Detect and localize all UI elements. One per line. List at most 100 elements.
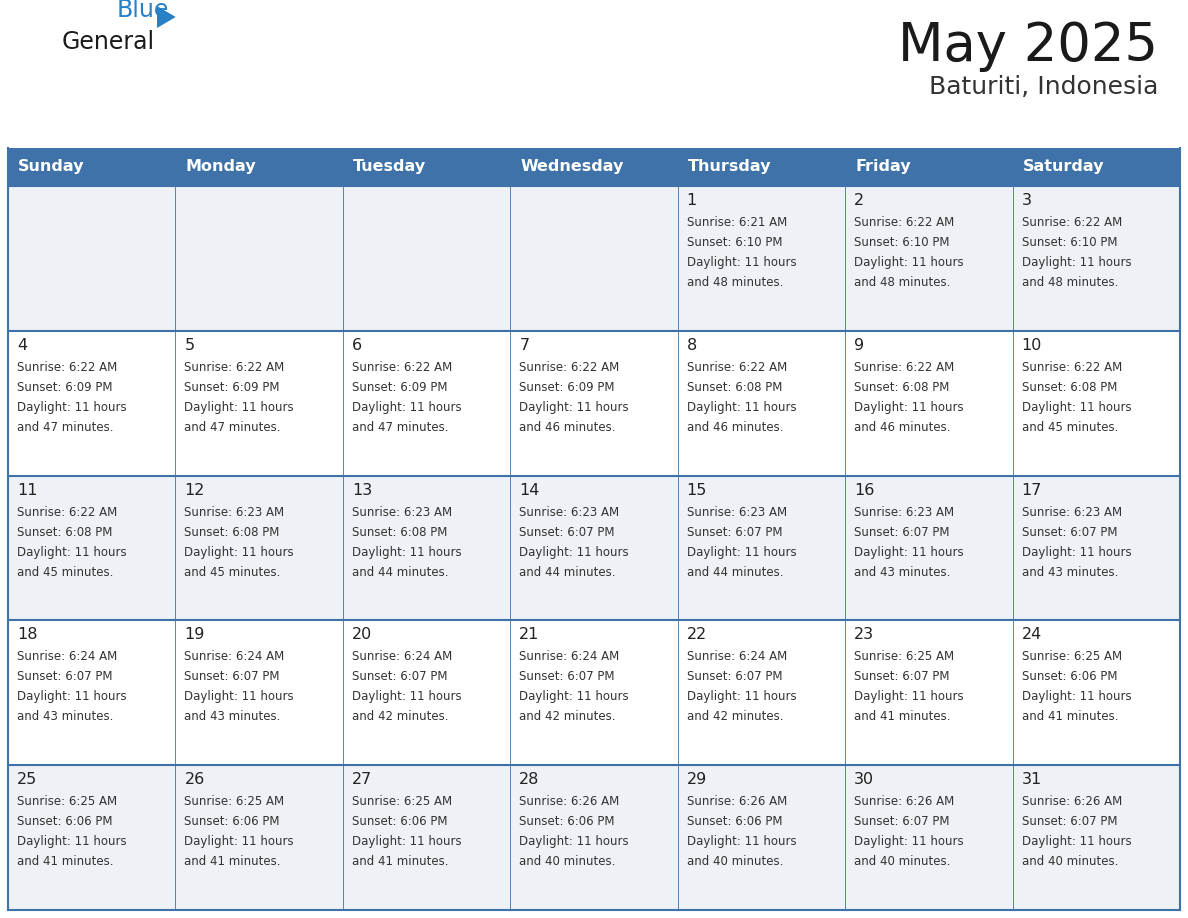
Text: Sunset: 6:09 PM: Sunset: 6:09 PM — [519, 381, 614, 394]
Text: Sunset: 6:07 PM: Sunset: 6:07 PM — [17, 670, 113, 683]
Bar — [8, 476, 1180, 621]
Text: 1: 1 — [687, 193, 697, 208]
Text: Sunrise: 6:22 AM: Sunrise: 6:22 AM — [1022, 216, 1121, 229]
Text: and 42 minutes.: and 42 minutes. — [687, 711, 783, 723]
Text: Daylight: 11 hours: Daylight: 11 hours — [687, 545, 796, 558]
Text: 27: 27 — [352, 772, 372, 788]
Text: and 45 minutes.: and 45 minutes. — [1022, 420, 1118, 434]
Text: Sunrise: 6:23 AM: Sunrise: 6:23 AM — [1022, 506, 1121, 519]
Text: Sunrise: 6:23 AM: Sunrise: 6:23 AM — [184, 506, 285, 519]
Text: 10: 10 — [1022, 338, 1042, 353]
Text: Sunset: 6:09 PM: Sunset: 6:09 PM — [352, 381, 448, 394]
Text: Sunrise: 6:22 AM: Sunrise: 6:22 AM — [854, 361, 954, 374]
Text: Sunset: 6:06 PM: Sunset: 6:06 PM — [184, 815, 280, 828]
Text: and 40 minutes.: and 40 minutes. — [854, 856, 950, 868]
Text: Sunrise: 6:25 AM: Sunrise: 6:25 AM — [352, 795, 451, 808]
Text: and 40 minutes.: and 40 minutes. — [519, 856, 615, 868]
Text: 24: 24 — [1022, 627, 1042, 643]
Bar — [8, 186, 1180, 330]
Text: Sunrise: 6:24 AM: Sunrise: 6:24 AM — [352, 650, 453, 664]
Text: Monday: Monday — [185, 160, 257, 174]
Text: 18: 18 — [17, 627, 38, 643]
Text: and 43 minutes.: and 43 minutes. — [1022, 565, 1118, 578]
Text: Daylight: 11 hours: Daylight: 11 hours — [687, 256, 796, 269]
Text: 19: 19 — [184, 627, 204, 643]
Text: and 40 minutes.: and 40 minutes. — [1022, 856, 1118, 868]
Text: 30: 30 — [854, 772, 874, 788]
Text: Daylight: 11 hours: Daylight: 11 hours — [687, 690, 796, 703]
Bar — [677, 148, 845, 186]
Text: Daylight: 11 hours: Daylight: 11 hours — [854, 401, 963, 414]
Text: Sunrise: 6:22 AM: Sunrise: 6:22 AM — [1022, 361, 1121, 374]
Text: 23: 23 — [854, 627, 874, 643]
Text: 8: 8 — [687, 338, 697, 353]
Bar — [176, 148, 343, 186]
Text: Daylight: 11 hours: Daylight: 11 hours — [687, 835, 796, 848]
Text: General: General — [62, 30, 156, 54]
Bar — [343, 148, 511, 186]
Text: and 45 minutes.: and 45 minutes. — [17, 565, 113, 578]
Text: Daylight: 11 hours: Daylight: 11 hours — [352, 401, 461, 414]
Text: 7: 7 — [519, 338, 530, 353]
Text: Sunrise: 6:22 AM: Sunrise: 6:22 AM — [17, 506, 118, 519]
Text: 9: 9 — [854, 338, 864, 353]
Text: May 2025: May 2025 — [898, 20, 1158, 72]
Bar — [8, 766, 1180, 910]
Text: Sunset: 6:06 PM: Sunset: 6:06 PM — [687, 815, 782, 828]
Text: and 48 minutes.: and 48 minutes. — [854, 276, 950, 289]
Text: Daylight: 11 hours: Daylight: 11 hours — [687, 401, 796, 414]
Text: and 42 minutes.: and 42 minutes. — [352, 711, 448, 723]
Text: 21: 21 — [519, 627, 539, 643]
Text: Sunset: 6:07 PM: Sunset: 6:07 PM — [687, 526, 782, 539]
Text: Blue: Blue — [116, 0, 170, 22]
Text: Daylight: 11 hours: Daylight: 11 hours — [352, 545, 461, 558]
Text: Sunrise: 6:26 AM: Sunrise: 6:26 AM — [854, 795, 954, 808]
Text: Sunrise: 6:22 AM: Sunrise: 6:22 AM — [352, 361, 453, 374]
Text: 13: 13 — [352, 483, 372, 498]
Text: Sunset: 6:06 PM: Sunset: 6:06 PM — [352, 815, 448, 828]
Text: and 41 minutes.: and 41 minutes. — [854, 711, 950, 723]
Text: Daylight: 11 hours: Daylight: 11 hours — [184, 690, 295, 703]
Polygon shape — [157, 6, 176, 28]
Text: Wednesday: Wednesday — [520, 160, 624, 174]
Text: Sunset: 6:06 PM: Sunset: 6:06 PM — [1022, 670, 1117, 683]
Text: and 44 minutes.: and 44 minutes. — [352, 565, 448, 578]
Text: and 45 minutes.: and 45 minutes. — [184, 565, 280, 578]
Text: 17: 17 — [1022, 483, 1042, 498]
Text: and 46 minutes.: and 46 minutes. — [519, 420, 615, 434]
Text: Daylight: 11 hours: Daylight: 11 hours — [17, 835, 127, 848]
Text: and 47 minutes.: and 47 minutes. — [352, 420, 448, 434]
Bar — [845, 148, 1012, 186]
Text: Sunrise: 6:24 AM: Sunrise: 6:24 AM — [17, 650, 118, 664]
Text: Sunset: 6:07 PM: Sunset: 6:07 PM — [854, 670, 949, 683]
Text: 16: 16 — [854, 483, 874, 498]
Text: Daylight: 11 hours: Daylight: 11 hours — [184, 835, 295, 848]
Text: Sunset: 6:09 PM: Sunset: 6:09 PM — [17, 381, 113, 394]
Text: Sunset: 6:08 PM: Sunset: 6:08 PM — [687, 381, 782, 394]
Text: Tuesday: Tuesday — [353, 160, 426, 174]
Text: Sunrise: 6:26 AM: Sunrise: 6:26 AM — [519, 795, 619, 808]
Text: Sunset: 6:07 PM: Sunset: 6:07 PM — [184, 670, 280, 683]
Text: Daylight: 11 hours: Daylight: 11 hours — [184, 401, 295, 414]
Text: Daylight: 11 hours: Daylight: 11 hours — [854, 256, 963, 269]
Text: Sunset: 6:10 PM: Sunset: 6:10 PM — [687, 236, 782, 249]
Text: Sunrise: 6:21 AM: Sunrise: 6:21 AM — [687, 216, 786, 229]
Text: and 48 minutes.: and 48 minutes. — [687, 276, 783, 289]
Text: Sunrise: 6:22 AM: Sunrise: 6:22 AM — [854, 216, 954, 229]
Text: Sunset: 6:07 PM: Sunset: 6:07 PM — [519, 670, 614, 683]
Text: Daylight: 11 hours: Daylight: 11 hours — [352, 835, 461, 848]
Text: Sunset: 6:08 PM: Sunset: 6:08 PM — [184, 526, 280, 539]
Text: Sunday: Sunday — [18, 160, 84, 174]
Bar — [1012, 148, 1180, 186]
Text: and 43 minutes.: and 43 minutes. — [17, 711, 113, 723]
Text: 3: 3 — [1022, 193, 1031, 208]
Text: and 43 minutes.: and 43 minutes. — [184, 711, 280, 723]
Text: 5: 5 — [184, 338, 195, 353]
Text: Sunrise: 6:25 AM: Sunrise: 6:25 AM — [854, 650, 954, 664]
Text: 11: 11 — [17, 483, 38, 498]
Text: Sunset: 6:07 PM: Sunset: 6:07 PM — [687, 670, 782, 683]
Text: Sunset: 6:08 PM: Sunset: 6:08 PM — [352, 526, 447, 539]
Text: Sunrise: 6:23 AM: Sunrise: 6:23 AM — [687, 506, 786, 519]
Text: Sunset: 6:10 PM: Sunset: 6:10 PM — [1022, 236, 1117, 249]
Text: Daylight: 11 hours: Daylight: 11 hours — [519, 545, 628, 558]
